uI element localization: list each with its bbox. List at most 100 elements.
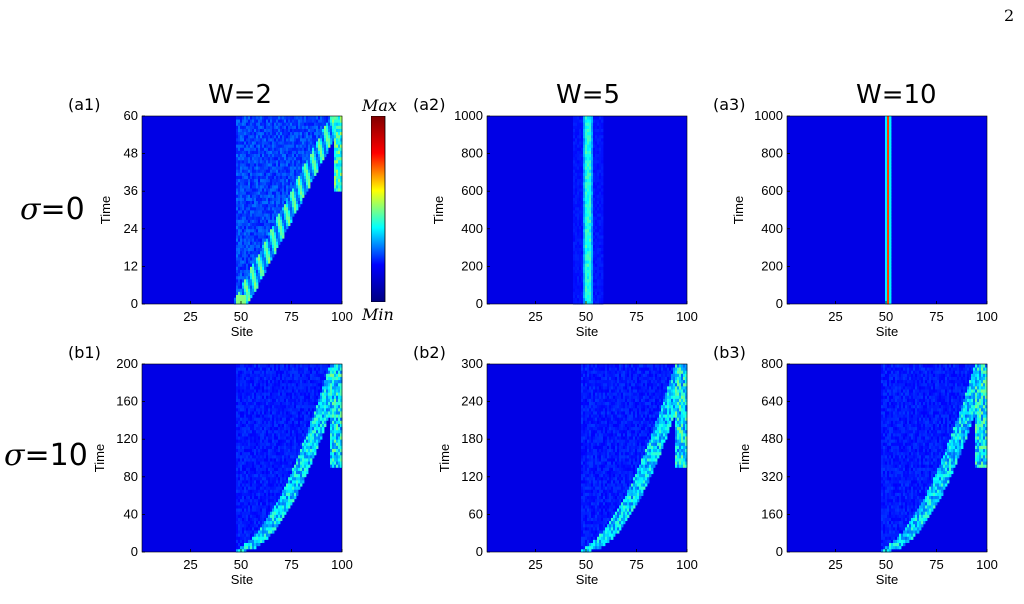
heatmap-cell (292, 156, 295, 161)
heatmap-cell (244, 451, 247, 456)
heatmap-cell (292, 125, 295, 129)
heatmap-cell (573, 131, 576, 136)
heatmap-cell (298, 464, 301, 468)
heatmap-cell (294, 194, 297, 198)
heatmap-cell (597, 247, 600, 252)
heatmap-cell (885, 194, 888, 198)
heatmap-cell (256, 439, 259, 443)
heatmap-cell (340, 398, 343, 402)
heatmap-cell (242, 253, 245, 258)
heatmap-cell (258, 253, 261, 258)
heatmap-cell (304, 411, 307, 415)
heatmap-cell (236, 137, 239, 142)
heatmap-cell (887, 131, 890, 136)
heatmap-cell (316, 119, 319, 123)
heatmap-cell (244, 225, 247, 230)
heatmap-cell (294, 473, 297, 478)
heatmap-cell (320, 134, 323, 139)
heatmap-cell (252, 288, 255, 292)
heatmap-cell (316, 423, 319, 428)
heatmap-cell (583, 147, 586, 151)
heatmap-cell (340, 448, 343, 453)
heatmap-cell (250, 244, 253, 248)
heatmap-cell (250, 489, 253, 493)
heatmap-cell (577, 260, 580, 264)
heatmap-cell (585, 163, 588, 167)
heatmap-cell (577, 137, 580, 142)
heatmap-cell (282, 473, 285, 478)
heatmap-cell (334, 411, 337, 415)
heatmap-cell (583, 269, 586, 274)
heatmap-cell (272, 401, 275, 406)
heatmap-cell (302, 417, 305, 421)
heatmap-cell (238, 300, 241, 305)
heatmap-cell (276, 464, 279, 468)
heatmap-cell (336, 128, 339, 133)
heatmap-cell (246, 228, 249, 233)
heatmap-cell (238, 451, 241, 456)
heatmap-cell (286, 216, 289, 220)
heatmap-cell (302, 451, 305, 456)
heatmap-cell (601, 191, 604, 195)
heatmap-cell (240, 404, 243, 409)
heatmap-cell (334, 454, 337, 459)
heatmap-cell (240, 213, 243, 217)
heatmap-cell (300, 454, 303, 459)
heatmap-cell (298, 125, 301, 129)
column-title-w10: W=10 (856, 80, 937, 110)
heatmap-cell (583, 250, 586, 255)
heatmap-cell (278, 119, 281, 123)
heatmap-cell (310, 454, 313, 459)
heatmap-cell (256, 526, 259, 531)
heatmap-cell (260, 442, 263, 446)
heatmap-cell (258, 278, 261, 283)
heatmap-cell (240, 426, 243, 431)
heatmap-cell (250, 150, 253, 154)
heatmap-cell (268, 432, 271, 437)
heatmap-cell (258, 467, 261, 471)
heatmap-cell (242, 508, 245, 512)
heatmap-cell (256, 398, 259, 402)
heatmap-cell (240, 210, 243, 214)
heatmap-cell (280, 404, 283, 409)
heatmap-cell (256, 250, 259, 255)
heatmap-cell (573, 225, 576, 230)
heatmap-cell (254, 498, 257, 503)
heatmap-cell (242, 144, 245, 148)
heatmap-cell (252, 505, 255, 509)
heatmap-cell (575, 163, 578, 167)
heatmap-cell (591, 238, 594, 242)
heatmap-cell (268, 479, 271, 484)
heatmap-cell (334, 150, 337, 154)
heatmap-cell (288, 407, 291, 412)
heatmap-cell (242, 222, 245, 227)
heatmap-cell (601, 241, 604, 245)
heatmap-cell (573, 194, 576, 198)
heatmap-cell (573, 269, 576, 274)
heatmap-cell (587, 269, 590, 274)
heatmap-cell (597, 188, 600, 192)
heatmap-cell (302, 420, 305, 424)
heatmap-cell (262, 530, 265, 534)
heatmap-cell (336, 401, 339, 406)
heatmap-cell (314, 128, 317, 133)
heatmap-cell (248, 206, 251, 211)
heatmap-cell (314, 407, 317, 412)
heatmap-cell (573, 253, 576, 258)
heatmap-cell (262, 169, 265, 173)
heatmap-cell (589, 222, 592, 227)
heatmap-cell (318, 116, 321, 120)
heatmap-cell (282, 461, 285, 465)
heatmap-cell (577, 181, 580, 186)
heatmap-cell (246, 203, 249, 208)
heatmap-cell (296, 492, 299, 496)
heatmap-cell (240, 492, 243, 496)
heatmap-cell (595, 210, 598, 214)
heatmap-cell (270, 141, 273, 145)
heatmap-cell (248, 442, 251, 446)
heatmap-cell (248, 476, 251, 481)
heatmap-cell (242, 495, 245, 500)
colorbar-min-label: Min (362, 305, 394, 324)
heatmap-cell (577, 166, 580, 170)
heatmap-cell (282, 464, 285, 468)
